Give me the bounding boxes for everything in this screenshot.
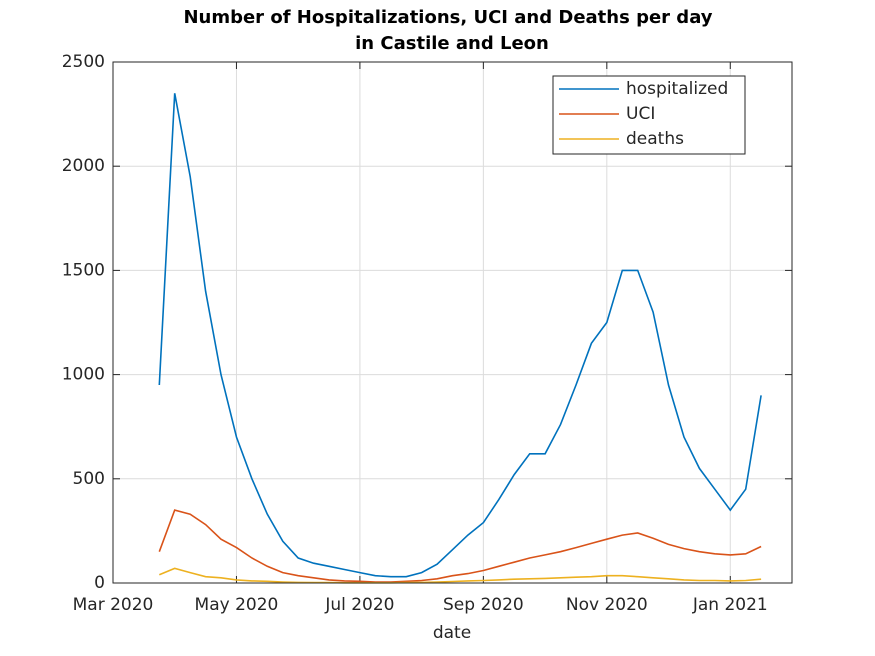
x-tick-label: Sep 2020 bbox=[443, 595, 524, 615]
series-line bbox=[158, 509, 762, 583]
y-tick-label: 2000 bbox=[62, 156, 105, 176]
chart-title: in Castile and Leon bbox=[355, 33, 549, 54]
x-tick-label: Mar 2020 bbox=[73, 595, 154, 615]
legend-label: deaths bbox=[626, 129, 684, 149]
chart-title: Number of Hospitalizations, UCI and Deat… bbox=[183, 7, 712, 28]
series-line bbox=[158, 567, 762, 584]
x-tick-label: Nov 2020 bbox=[566, 595, 648, 615]
series-line bbox=[158, 93, 762, 578]
legend-label: UCI bbox=[626, 104, 655, 124]
x-tick-label: Jul 2020 bbox=[324, 595, 394, 615]
x-tick-label: May 2020 bbox=[195, 595, 279, 615]
x-axis-label: date bbox=[433, 623, 471, 643]
y-tick-label: 500 bbox=[73, 469, 105, 489]
legend-label: hospitalized bbox=[626, 79, 728, 99]
axes-box bbox=[112, 61, 793, 584]
y-tick-label: 2500 bbox=[62, 52, 105, 72]
y-tick-label: 1000 bbox=[62, 365, 105, 385]
y-tick-label: 1500 bbox=[62, 260, 105, 280]
x-tick-label: Jan 2021 bbox=[692, 595, 768, 615]
y-tick-label: 0 bbox=[94, 573, 105, 593]
